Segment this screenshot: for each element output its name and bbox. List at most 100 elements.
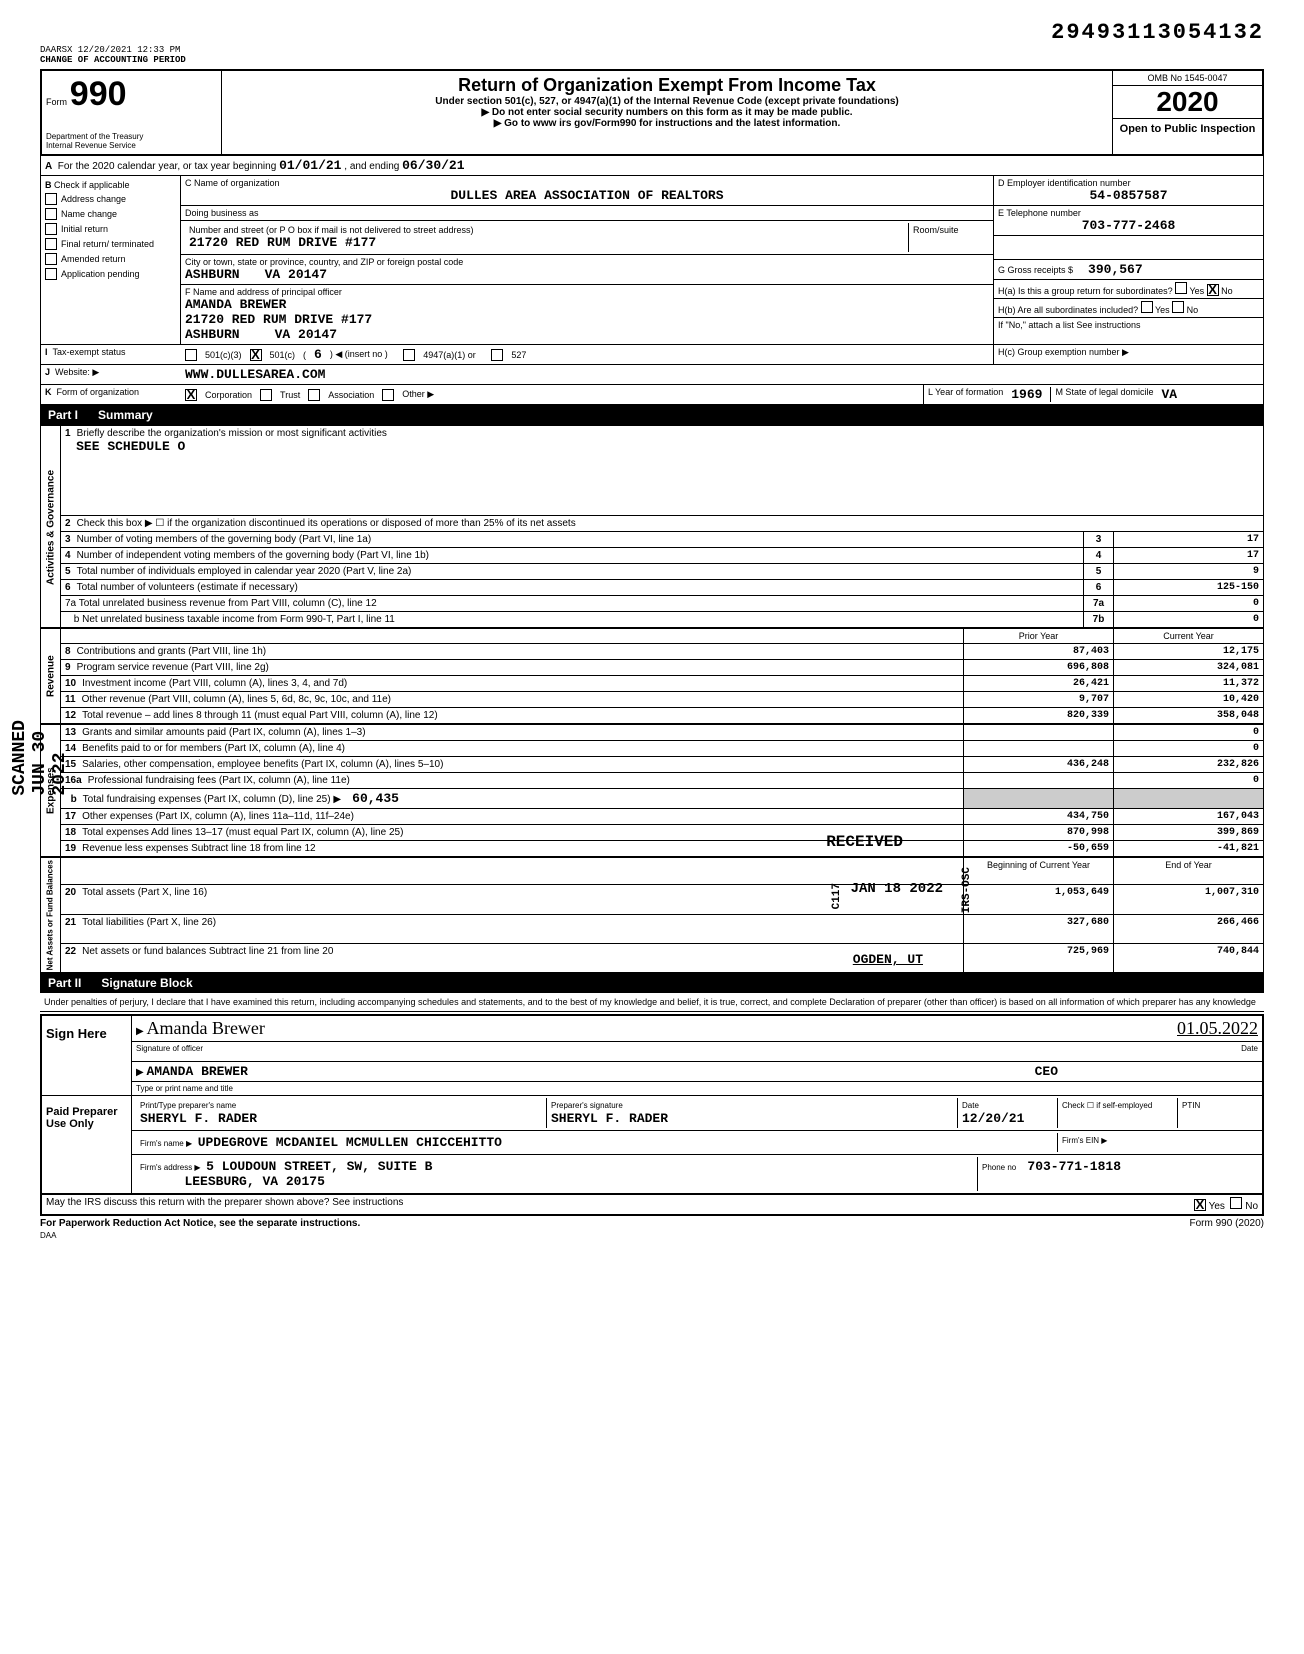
- org-name: DULLES AREA ASSOCIATION OF REALTORS: [450, 188, 723, 203]
- c-label: C Name of organization: [185, 178, 280, 188]
- prep-name-label: Print/Type preparer's name: [140, 1101, 236, 1110]
- lt: Other revenue (Part VIII, column (A), li…: [82, 694, 391, 705]
- cb-corp[interactable]: X: [185, 389, 197, 401]
- ha-yes[interactable]: [1175, 282, 1187, 294]
- cb-address[interactable]: Address change: [45, 193, 176, 205]
- city: ASHBURN: [185, 267, 240, 282]
- cb-label: Address change: [61, 194, 126, 204]
- col-b: B Check if applicable Address change Nam…: [41, 176, 181, 344]
- annotation-text: DAARSX 12/20/2021 12:33 PM: [40, 45, 180, 55]
- officer-printed: AMANDA BREWER: [146, 1064, 247, 1079]
- dba-row: Doing business as: [181, 206, 993, 221]
- discuss-no[interactable]: [1230, 1197, 1242, 1209]
- received-stamp: RECEIVED: [826, 833, 903, 851]
- cb-4947[interactable]: [403, 349, 415, 361]
- officer-city: ASHBURN: [185, 327, 240, 342]
- part2-title: Part II: [48, 976, 81, 990]
- lp: 26,421: [964, 676, 1114, 692]
- ha-label: H(a) Is this a group return for subordin…: [998, 286, 1173, 296]
- cb-assoc[interactable]: [308, 389, 320, 401]
- cb-trust[interactable]: [260, 389, 272, 401]
- lt: Total liabilities (Part X, line 26): [82, 917, 216, 928]
- lp: 725,969: [964, 944, 1114, 973]
- hb-yes[interactable]: [1141, 301, 1153, 313]
- lc: 11,372: [1114, 676, 1264, 692]
- lp: 9,707: [964, 692, 1114, 708]
- k-label: Form of organization: [57, 387, 140, 397]
- discuss: May the IRS discuss this return with the…: [46, 1197, 403, 1212]
- gross-receipts: 390,567: [1088, 262, 1143, 277]
- ln: 17: [65, 811, 82, 822]
- officer-name: AMANDA BREWER: [185, 297, 286, 312]
- check-self: Check ☐ if self-employed: [1062, 1101, 1152, 1110]
- state-domicile: VA: [1161, 387, 1177, 402]
- document-number: 29493113054132: [40, 20, 1264, 45]
- k-trust: Trust: [280, 390, 300, 400]
- line7b: b Net unrelated business taxable income …: [74, 614, 395, 625]
- lt: Program service revenue (Part VIII, line…: [77, 662, 269, 673]
- line1: Briefly describe the organization's miss…: [77, 428, 387, 439]
- hb-label: H(b) Are all subordinates included?: [998, 305, 1138, 315]
- cb-pending[interactable]: Application pending: [45, 268, 176, 280]
- lp: 870,998: [964, 825, 1114, 841]
- cb-final[interactable]: Final return/ terminated: [45, 238, 176, 250]
- row-a: A For the 2020 calendar year, or tax yea…: [40, 156, 1264, 176]
- lc: 0: [1114, 725, 1264, 741]
- e-label: E Telephone number: [998, 208, 1081, 218]
- status-row-k: K Form of organization X Corporation Tru…: [40, 385, 1264, 405]
- cb-527[interactable]: [491, 349, 503, 361]
- ln: 11: [65, 694, 82, 705]
- form-note2: ▶ Go to www irs gov/Form990 for instruct…: [230, 118, 1104, 129]
- cb-initial[interactable]: Initial return: [45, 223, 176, 235]
- lt: Salaries, other compensation, employee b…: [82, 759, 443, 770]
- sig-date: 01.05.2022: [1177, 1018, 1258, 1039]
- line6: Total number of volunteers (estimate if …: [77, 582, 298, 593]
- lt: Net assets or fund balances Subtract lin…: [82, 946, 333, 957]
- cb-name[interactable]: Name change: [45, 208, 176, 220]
- lc: 12,175: [1114, 644, 1264, 660]
- k-assoc: Association: [328, 390, 374, 400]
- dba-label: Doing business as: [185, 208, 259, 218]
- lp: 87,403: [964, 644, 1114, 660]
- firm-addr-label: Firm's address ▶: [140, 1163, 201, 1172]
- cb-label: Application pending: [61, 269, 140, 279]
- cb-501c3[interactable]: [185, 349, 197, 361]
- prep-sig-label: Preparer's signature: [551, 1101, 623, 1110]
- prep-sig: SHERYL F. RADER: [551, 1111, 668, 1126]
- form-note1: ▶ Do not enter social security numbers o…: [230, 107, 1104, 118]
- form-footer: Form 990 (2020): [1190, 1218, 1264, 1229]
- cb-other[interactable]: [382, 389, 394, 401]
- lp: [964, 725, 1114, 741]
- type-print-label: Type or print name and title: [132, 1082, 1262, 1095]
- cb-amended[interactable]: Amended return: [45, 253, 176, 265]
- line6-val: 125-150: [1114, 580, 1264, 596]
- ln: 22: [65, 946, 82, 957]
- lc: 232,826: [1114, 757, 1264, 773]
- form-number: 990: [70, 75, 127, 113]
- lc: 10,420: [1114, 692, 1264, 708]
- cb-501c[interactable]: X: [250, 349, 262, 361]
- part1-header: Part I Summary: [40, 405, 1264, 425]
- sig-officer-label: Signature of officer: [136, 1044, 203, 1059]
- ln: 10: [65, 678, 82, 689]
- hb-no[interactable]: [1172, 301, 1184, 313]
- h-note: If "No," attach a list See instructions: [998, 320, 1140, 330]
- lp: [964, 773, 1114, 789]
- row-a-text: For the 2020 calendar year, or tax year …: [58, 161, 276, 172]
- l-label: L Year of formation: [928, 387, 1003, 402]
- lp: 434,750: [964, 809, 1114, 825]
- paid-preparer: Paid Preparer Use Only: [42, 1096, 132, 1193]
- dept-text: Department of the Treasury Internal Reve…: [46, 132, 217, 150]
- current-year-hdr: Current Year: [1114, 629, 1264, 644]
- main-block: B Check if applicable Address change Nam…: [40, 176, 1264, 345]
- website: WWW.DULLESAREA.COM: [185, 367, 325, 382]
- ogden-stamp: OGDEN, UT: [853, 952, 923, 967]
- e-phone-row: E Telephone number 703-777-2468: [994, 206, 1263, 236]
- ha-no[interactable]: X: [1207, 284, 1219, 296]
- discuss-yes[interactable]: X: [1194, 1199, 1206, 1211]
- form-subtitle: Under section 501(c), 527, or 4947(a)(1)…: [230, 96, 1104, 107]
- scanned-stamp: SCANNED JUN 30 2022: [10, 720, 70, 796]
- lc: 0: [1114, 773, 1264, 789]
- hb-row: H(b) Are all subordinates included? Yes …: [994, 299, 1263, 318]
- city-row: City or town, state or province, country…: [181, 255, 993, 285]
